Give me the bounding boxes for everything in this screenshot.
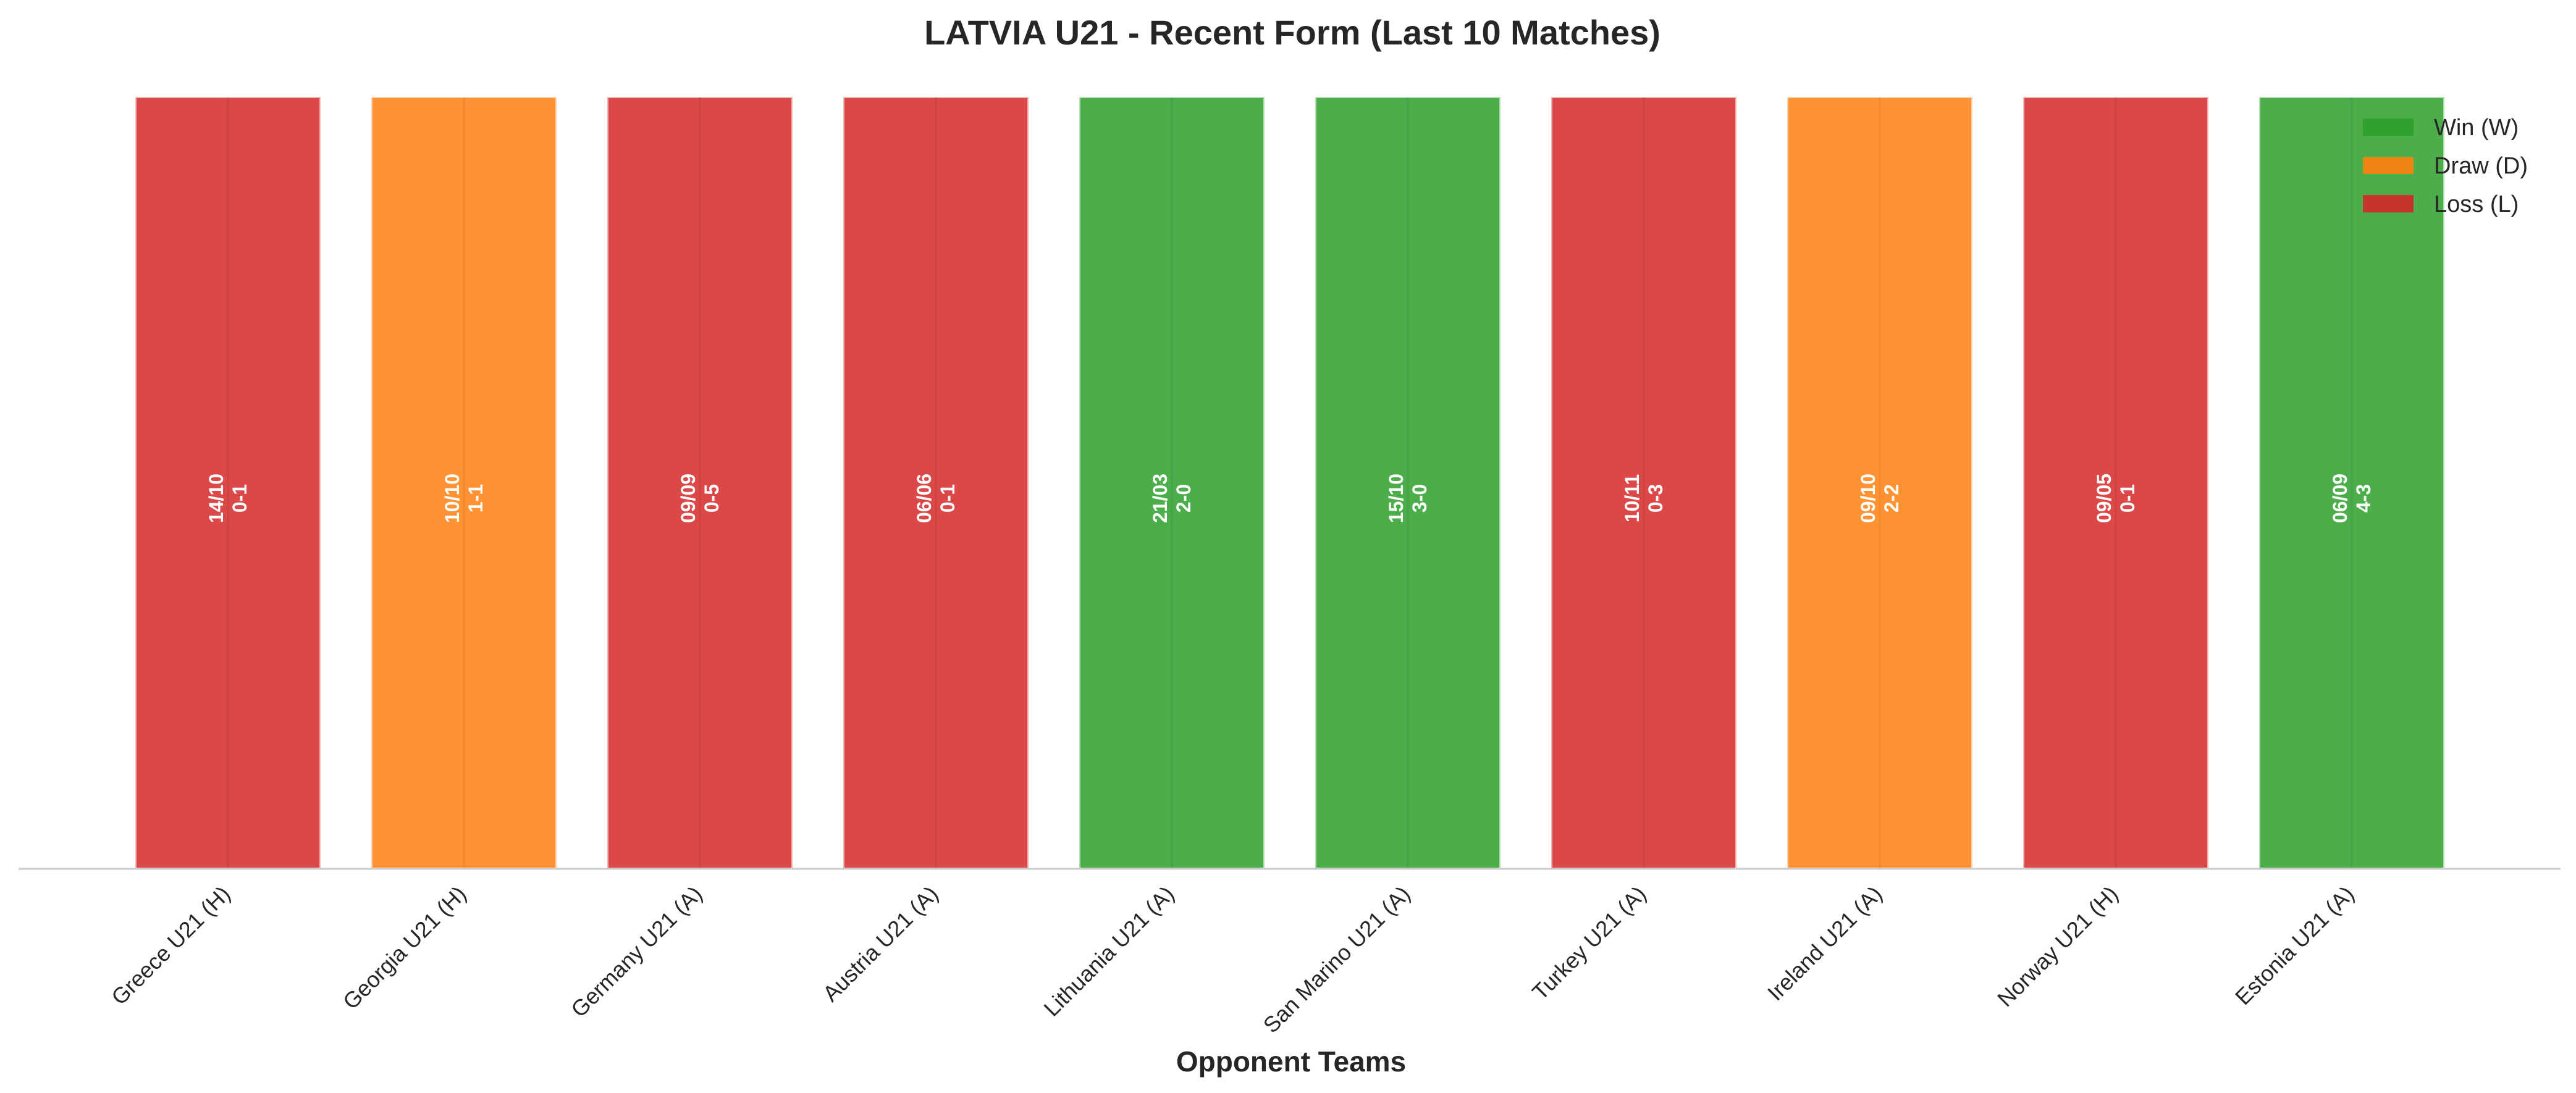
x-tick-label: Ireland U21 (A)	[1762, 881, 1887, 1006]
bar-1	[134, 96, 322, 870]
bar-label: 06/094-3	[2329, 474, 2375, 523]
x-tick-label: Turkey U21 (A)	[1527, 881, 1651, 1005]
x-tick-label: Georgia U21 (H)	[338, 881, 471, 1015]
bar-score-label: 1-1	[465, 484, 487, 513]
x-axis-label: Opponent Teams	[1176, 1045, 1406, 1078]
bar-label: 10/110-3	[1621, 474, 1667, 522]
bar-score-label: 2-0	[1172, 484, 1195, 513]
bar-label: 06/060-1	[913, 474, 959, 523]
x-tick-label: Greece U21 (H)	[106, 881, 235, 1010]
bar-7	[1550, 96, 1738, 870]
bar-score-label: 0-3	[1644, 484, 1667, 513]
bar-score-label: 0-1	[2116, 484, 2139, 513]
bar-label: 09/090-5	[677, 474, 723, 523]
bar-date-label: 09/05	[2093, 474, 2115, 523]
bar-date-label: 06/06	[913, 474, 935, 523]
x-tick-label: Estonia U21 (A)	[2230, 881, 2359, 1010]
bar-label: 09/050-1	[2093, 474, 2139, 523]
legend-label: Win (W)	[2434, 115, 2519, 141]
bar-label: 09/102-2	[1857, 474, 1903, 523]
bar-date-label: 06/09	[2329, 474, 2351, 523]
x-tick-label: Austria U21 (A)	[818, 881, 943, 1007]
legend-label: Draw (D)	[2434, 153, 2528, 179]
bar-date-label: 14/10	[205, 474, 227, 523]
bar-date-label: 15/10	[1385, 474, 1407, 523]
bar-score-label: 0-1	[937, 484, 959, 513]
bar-label: 21/032-0	[1149, 474, 1195, 523]
bars-layer: 14/100-1 10/101-1 09/090-5 06/060-1 21/032-0…	[134, 96, 2446, 870]
bar-date-label: 10/11	[1621, 474, 1643, 522]
chart-title: LATVIA U21 - Recent Form (Last 10 Matche…	[924, 13, 1661, 52]
x-tick-label: Germany U21 (A)	[566, 881, 707, 1022]
x-tick-label: Lithuania U21 (A)	[1039, 881, 1179, 1021]
bar-date-label: 21/03	[1149, 474, 1171, 523]
bar-date-label: 10/10	[441, 474, 463, 523]
bar-label: 10/101-1	[441, 474, 487, 523]
bar-score-label: 0-1	[229, 484, 251, 513]
bar-score-label: 2-2	[1880, 484, 1903, 513]
legend-swatch	[2363, 119, 2414, 136]
x-tick-labels: Greece U21 (H) Georgia U21 (H) Germany U21…	[106, 881, 2359, 1038]
bar-label: 15/103-0	[1385, 474, 1431, 523]
bar-label: 14/100-1	[205, 474, 251, 523]
bar-date-label: 09/09	[677, 474, 699, 523]
bar-10	[2258, 96, 2446, 870]
legend: Win (W) Draw (D) Loss (L)	[2363, 115, 2528, 217]
bar-6	[1314, 96, 1502, 870]
legend-label: Loss (L)	[2434, 191, 2519, 217]
bar-4	[842, 96, 1030, 870]
bar-2	[370, 96, 558, 870]
bar-5	[1078, 96, 1266, 870]
legend-swatch	[2363, 157, 2414, 174]
x-tick-label: Norway U21 (H)	[1992, 881, 2123, 1011]
bar-score-label: 0-5	[701, 484, 723, 513]
x-tick-label: San Marino U21 (A)	[1258, 881, 1415, 1038]
bar-date-label: 09/10	[1857, 474, 1879, 523]
legend-swatch	[2363, 195, 2414, 212]
bar-3	[606, 96, 794, 870]
bar-score-label: 4-3	[2352, 484, 2375, 513]
bar-score-label: 3-0	[1408, 484, 1431, 513]
